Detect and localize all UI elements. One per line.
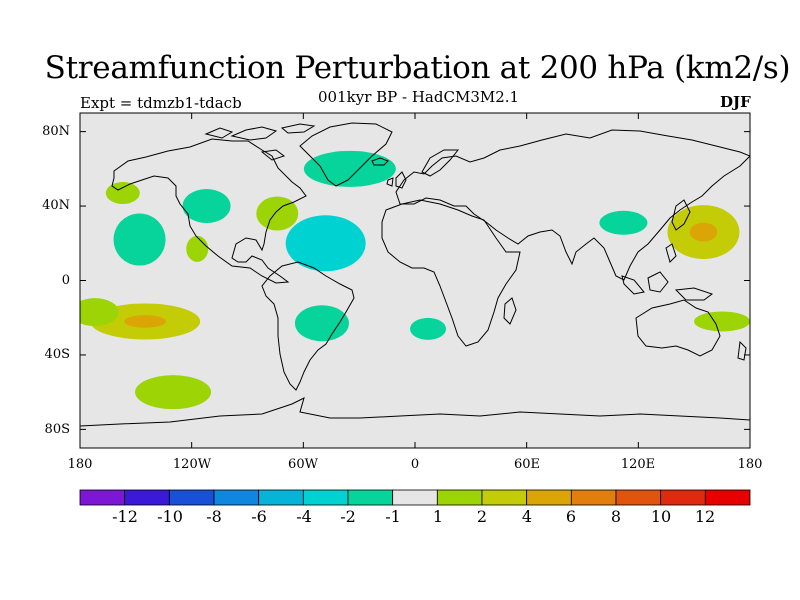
colorbar-swatch xyxy=(436,489,483,506)
colorbar-label: 6 xyxy=(565,507,577,526)
anomaly-region xyxy=(303,150,396,187)
colorbar-label: 2 xyxy=(476,507,488,526)
colorbar-label: -10 xyxy=(157,507,183,526)
anomaly-region xyxy=(256,196,299,231)
coast-africa xyxy=(381,199,521,347)
season-label: DJF xyxy=(720,93,751,111)
anomaly-region xyxy=(113,213,166,266)
colorbar-swatch xyxy=(392,489,438,506)
colorbar-label: 8 xyxy=(610,507,622,526)
colorbar-swatch xyxy=(615,489,662,506)
anomaly-layer xyxy=(80,150,750,410)
lon-label-60w: 60W xyxy=(288,457,318,472)
colorbar-swatch xyxy=(79,489,126,506)
colorbar-swatch xyxy=(258,489,304,506)
lat-label-40n: 40N xyxy=(42,198,70,213)
colorbar-swatch xyxy=(347,489,394,506)
lon-label-180w: 180 xyxy=(67,457,93,472)
chart-title: Streamfunction Perturbation at 200 hPa (… xyxy=(44,50,791,86)
anomaly-region xyxy=(410,317,447,340)
lon-label-120e: 120E xyxy=(620,457,656,472)
colorbar-label: -4 xyxy=(296,507,312,526)
coast-north-america xyxy=(111,138,307,284)
lon-label-180e: 180 xyxy=(737,457,763,472)
colorbar-label: 12 xyxy=(694,507,716,526)
lat-label-80n: 80N xyxy=(42,124,70,139)
colorbar-label: -6 xyxy=(251,507,267,526)
colorbar-label: -2 xyxy=(340,507,356,526)
anomaly-region xyxy=(294,305,349,342)
colorbar xyxy=(79,489,751,506)
colorbar-swatch xyxy=(660,489,706,506)
colorbar-swatch xyxy=(570,489,617,506)
anomaly-core xyxy=(310,233,341,254)
lon-label-0: 0 xyxy=(410,457,420,472)
coastlines xyxy=(80,122,750,427)
colorbar-label: 1 xyxy=(432,507,444,526)
anomaly-region xyxy=(80,298,119,327)
anomaly-region xyxy=(694,311,750,332)
colorbar-swatch xyxy=(168,489,215,506)
colorbar-swatch xyxy=(302,489,349,506)
colorbar-swatch xyxy=(124,489,170,506)
coast-australia xyxy=(635,299,721,357)
coast-antarctica xyxy=(80,397,750,427)
anomaly-core xyxy=(124,315,167,328)
experiment-label: Expt = tdmzb1-tdacb xyxy=(80,94,242,112)
coast-south-america xyxy=(261,261,355,391)
colorbar-swatch xyxy=(481,489,528,506)
lon-label-120w: 120W xyxy=(172,457,212,472)
axis-ticks xyxy=(79,113,751,448)
colorbar-swatch xyxy=(526,489,572,506)
lon-label-60e: 60E xyxy=(513,457,541,472)
colorbar-swatch xyxy=(213,489,260,506)
colorbar-label: -8 xyxy=(206,507,222,526)
anomaly-region xyxy=(135,375,212,410)
anomaly-core xyxy=(689,222,718,242)
anomaly-region xyxy=(599,210,648,235)
anomaly-region xyxy=(182,189,231,224)
chart-subtitle: 001kyr BP - HadCM3M2.1 xyxy=(318,88,520,106)
coast-eurasia xyxy=(395,129,750,281)
colorbar-label: 4 xyxy=(521,507,533,526)
lat-label-eq: 0 xyxy=(61,273,70,288)
anomaly-region xyxy=(186,235,209,262)
coast-greenland xyxy=(299,122,393,187)
colorbar-label: -1 xyxy=(385,507,401,526)
anomaly-region xyxy=(105,182,140,205)
lat-label-80s: 80S xyxy=(44,422,70,437)
colorbar-label: -12 xyxy=(112,507,138,526)
lat-label-40s: 40S xyxy=(44,347,70,362)
colorbar-label: 10 xyxy=(650,507,672,526)
colorbar-swatch xyxy=(704,489,751,506)
